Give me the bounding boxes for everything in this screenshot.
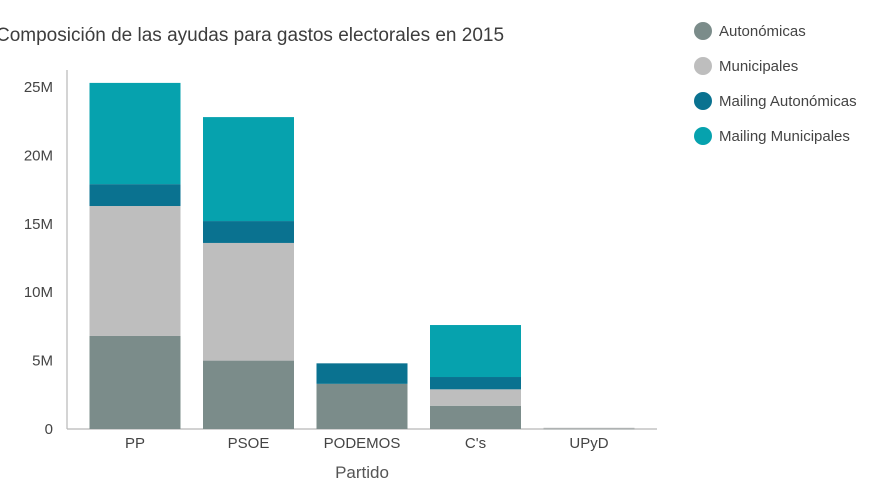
bar-group-pp (89, 82, 181, 429)
legend-swatch (694, 127, 712, 145)
bar-upyd-municipales[interactable] (543, 427, 635, 429)
y-tick-label: 10M (24, 284, 53, 301)
legend-label: Autonómicas (719, 23, 806, 40)
y-tick-label: 5M (32, 353, 53, 370)
bar-psoe-mailing-municipales[interactable] (203, 117, 294, 222)
bar-group-c-s (430, 325, 521, 429)
legend-swatch (694, 22, 712, 40)
bar-c-s-mailing-autonomicas[interactable] (430, 377, 521, 390)
bar-group-upyd (543, 427, 635, 430)
x-tick-label-podemos: PODEMOS (324, 435, 401, 452)
bar-pp-municipales[interactable] (89, 206, 181, 336)
x-tick-label-upyd: UPyD (569, 435, 608, 452)
bar-c-s-mailing-municipales[interactable] (430, 325, 521, 378)
bar-psoe-municipales[interactable] (203, 242, 294, 361)
bar-c-s-municipales[interactable] (430, 389, 521, 406)
bar-pp-autonomicas[interactable] (89, 335, 181, 429)
bar-podemos-autonomicas[interactable] (316, 383, 408, 429)
bar-pp-mailing-autonomicas[interactable] (89, 184, 181, 207)
axes: 0 5M 10M 15M 20M 25M PP PSOE PODEMOS C's UPyD (24, 70, 657, 452)
y-tick-label: 20M (24, 147, 53, 164)
y-tick-label: 25M (24, 79, 53, 96)
bar-podemos-mailing-autonomicas[interactable] (316, 363, 408, 384)
y-tick-label: 15M (24, 216, 53, 233)
legend-item-municipales[interactable]: Municipales (694, 57, 798, 75)
y-tick-label: 0 (45, 421, 53, 438)
bar-c-s-autonomicas[interactable] (430, 405, 521, 429)
legend[interactable]: Autonómicas Municipales Mailing Autonómica… (694, 22, 857, 145)
legend-item-autonomicas[interactable]: Autonómicas (694, 22, 806, 40)
legend-swatch (694, 92, 712, 110)
legend-label: Mailing Autonómicas (719, 93, 857, 110)
legend-item-mailing-autonomicas[interactable]: Mailing Autonómicas (694, 92, 857, 110)
bar-group-psoe (203, 117, 294, 429)
x-tick-label-c-s: C's (465, 435, 486, 452)
bar-pp-mailing-municipales[interactable] (89, 82, 181, 185)
chart-title: Composición de las ayudas para gastos el… (0, 25, 504, 46)
legend-item-mailing-municipales[interactable]: Mailing Municipales (694, 127, 850, 145)
bar-psoe-autonomicas[interactable] (203, 360, 294, 429)
bar-group-podemos (316, 363, 408, 429)
x-tick-label-pp: PP (125, 435, 145, 452)
bar-psoe-mailing-autonomicas[interactable] (203, 221, 294, 243)
legend-swatch (694, 57, 712, 75)
legend-label: Municipales (719, 58, 798, 75)
bars (89, 82, 635, 430)
x-tick-label-psoe: PSOE (228, 435, 270, 452)
x-axis-label: Partido (335, 463, 389, 482)
legend-label: Mailing Municipales (719, 128, 850, 145)
